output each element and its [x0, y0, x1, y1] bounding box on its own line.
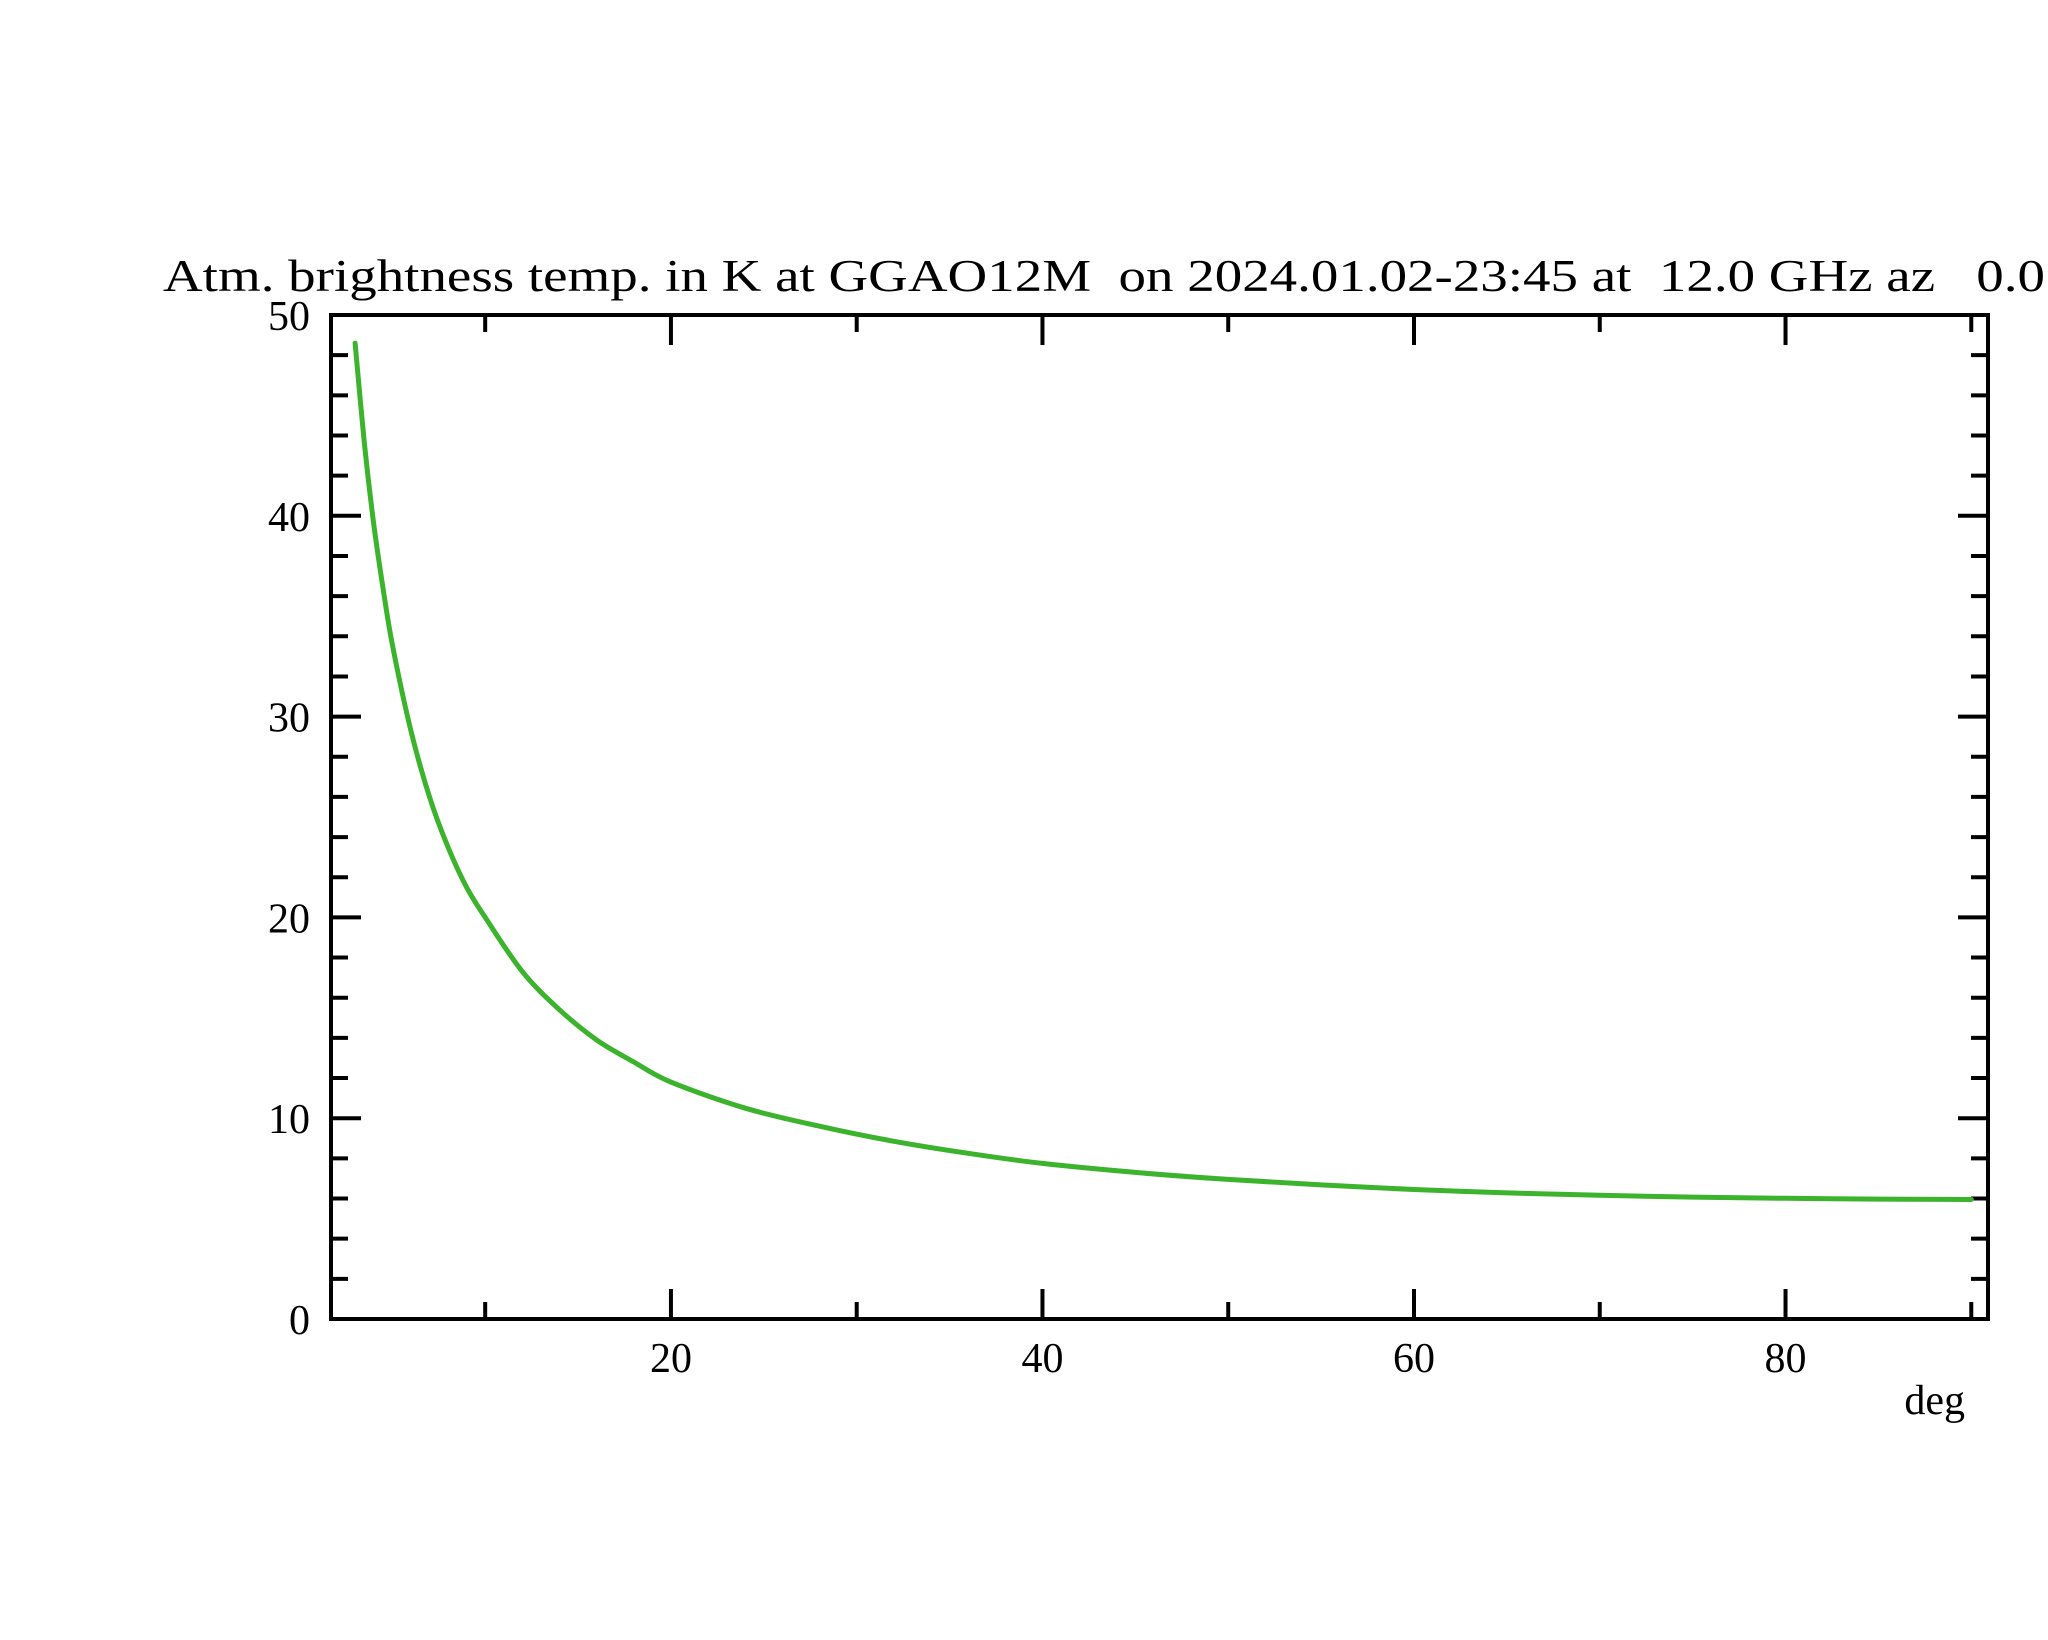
x-tick-label: 80: [1765, 1336, 1807, 1382]
y-tick-label: 50: [268, 294, 310, 340]
chart-title: Atm. brightness temp. in K at GGAO12M on…: [163, 251, 2045, 301]
x-tick-label: 60: [1393, 1336, 1435, 1382]
x-tick-label: 40: [1021, 1336, 1063, 1382]
y-tick-label: 20: [268, 896, 310, 942]
x-tick-label: 20: [650, 1336, 692, 1382]
axis-labels: 20 40 60 80 0 10 20 30 40 50: [268, 294, 1807, 1382]
y-tick-label: 30: [268, 696, 310, 742]
y-tick-label: 10: [268, 1097, 310, 1143]
x-axis-unit-label: deg: [1904, 1378, 1965, 1424]
temperature-curve: [352, 340, 1974, 1202]
y-tick-label: 0: [289, 1298, 310, 1344]
axis-ticks: [331, 313, 1988, 1321]
plot-frame: [329, 313, 1990, 1321]
y-tick-label: 40: [268, 495, 310, 541]
